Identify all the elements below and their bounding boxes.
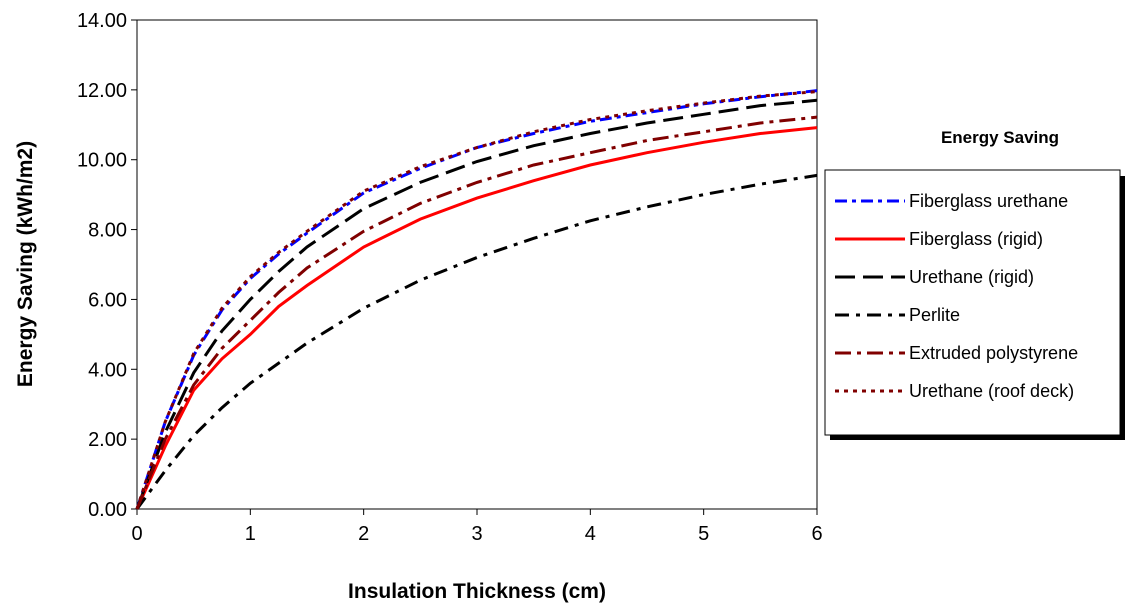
legend: Fiberglass urethane Fiberglass (rigid) Ure… <box>824 169 1125 440</box>
y-tick-label: 10.00 <box>77 150 127 172</box>
series-line-4 <box>135 115 818 510</box>
legend-label: Perlite <box>909 305 960 325</box>
x-tick-label: 5 <box>698 523 709 545</box>
series-line-1 <box>135 126 818 510</box>
series-lines <box>135 89 818 510</box>
legend-title: Energy Saving <box>941 128 1059 147</box>
x-tick-label: 2 <box>358 523 369 545</box>
legend-label: Extruded polystyrene <box>909 343 1078 363</box>
y-tick-label: 0.00 <box>88 499 127 521</box>
x-tick-label: 4 <box>585 523 596 545</box>
y-tick-label: 6.00 <box>88 289 127 311</box>
series-line-3 <box>135 173 818 510</box>
y-tick-label: 8.00 <box>88 220 127 242</box>
y-tick-label: 4.00 <box>88 359 127 381</box>
legend-label: Fiberglass (rigid) <box>909 229 1043 249</box>
legend-label: Urethane (roof deck) <box>909 381 1074 401</box>
series-line-2 <box>135 98 818 510</box>
x-tick-label: 6 <box>811 523 822 545</box>
y-axis-title: Energy Saving (kWh/m2) <box>14 141 37 387</box>
x-tick-label: 3 <box>471 523 482 545</box>
x-tick-label: 0 <box>131 523 142 545</box>
series-line-5 <box>135 90 818 510</box>
legend-label: Fiberglass urethane <box>909 191 1068 211</box>
x-axis: 0 1 2 3 4 5 6 <box>131 509 823 545</box>
legend-label: Urethane (rigid) <box>909 267 1034 287</box>
plot-area <box>136 19 818 510</box>
y-tick-label: 12.00 <box>77 80 127 102</box>
y-axis: 0.00 2.00 4.00 6.00 8.00 10.00 12.00 14.00 <box>77 10 137 521</box>
y-tick-label: 14.00 <box>77 10 127 32</box>
x-axis-title: Insulation Thickness (cm) <box>348 580 606 603</box>
y-tick-label: 2.00 <box>88 429 127 451</box>
legend-items: Fiberglass urethane Fiberglass (rigid) Ure… <box>835 191 1078 401</box>
x-tick-label: 1 <box>245 523 256 545</box>
